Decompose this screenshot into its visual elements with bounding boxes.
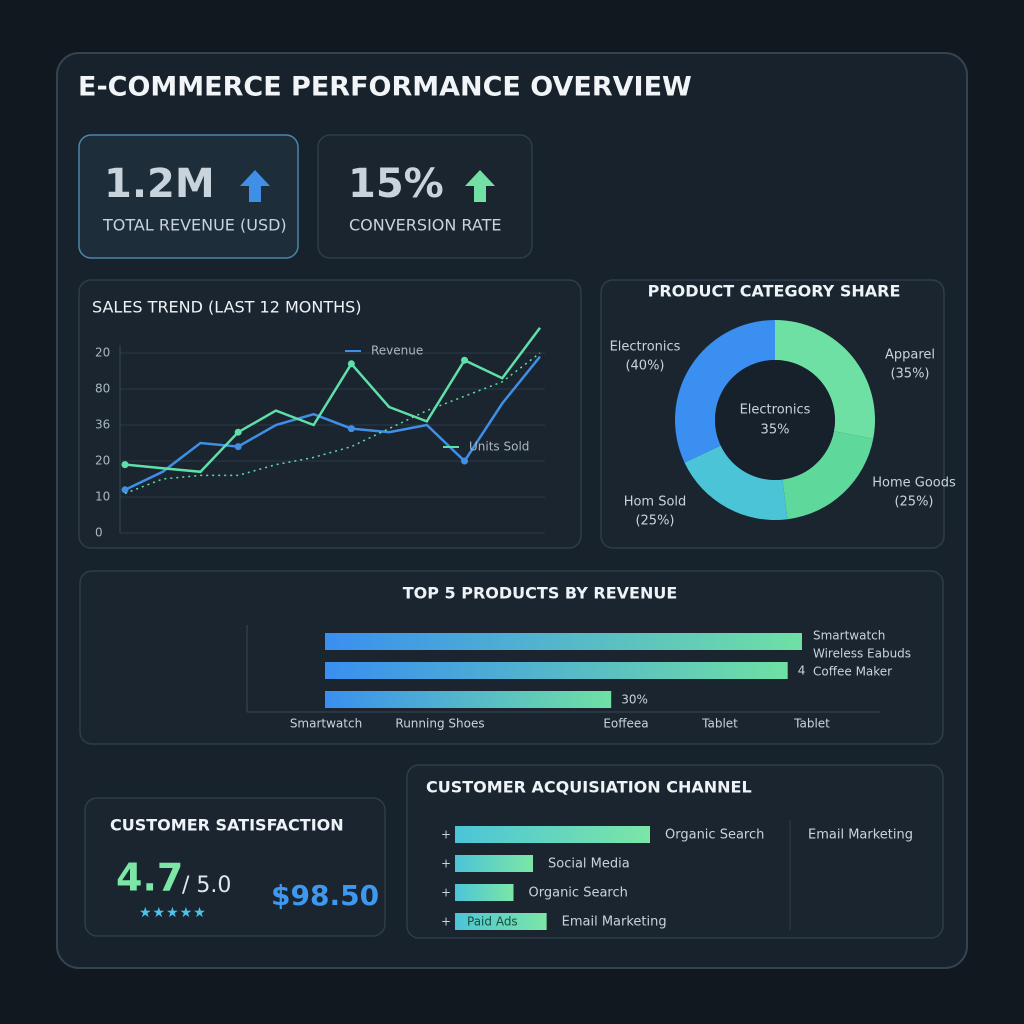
plus-marker: + xyxy=(441,915,451,929)
series-dot xyxy=(121,486,129,494)
satisfaction-panel xyxy=(84,797,386,937)
channel-bar xyxy=(455,826,650,843)
x-tick-label: Tablet xyxy=(793,717,830,731)
segment-value: (25%) xyxy=(894,495,933,510)
bar-name: Coffee Maker xyxy=(813,665,892,679)
panel-title: CUSTOMER ACQUISIATION CHANNEL xyxy=(426,778,752,797)
bar-name: Wireless Eabuds xyxy=(813,647,911,661)
plus-marker: + xyxy=(441,857,451,871)
donut-segment xyxy=(684,445,788,520)
series-dot xyxy=(347,425,355,433)
channel-label: Email Marketing xyxy=(562,915,667,930)
acquisition-panel xyxy=(406,764,944,939)
plus-marker: + xyxy=(441,828,451,842)
donut-hole xyxy=(715,360,835,480)
panel-title: CUSTOMER SATISFACTION xyxy=(110,816,344,835)
kpi-card xyxy=(78,134,299,259)
series-dot xyxy=(461,356,469,364)
kpi-label: CONVERSION RATE xyxy=(349,216,501,235)
y-tick-label: 36 xyxy=(95,418,110,432)
channel-inner: Paid Ads xyxy=(467,915,518,929)
kpi-label: TOTAL REVENUE (USD) xyxy=(102,216,287,235)
center-label: Electronics xyxy=(740,403,811,418)
channel-label: Social Media xyxy=(548,857,630,872)
kpi-card xyxy=(317,134,533,259)
bar-note: 30% xyxy=(621,693,648,707)
series-line xyxy=(124,355,541,491)
bar-note: 4 xyxy=(798,664,806,678)
donut-segment xyxy=(674,319,775,463)
bar-name: Smartwatch xyxy=(813,629,885,643)
series-dot xyxy=(234,443,242,451)
channel-label: Organic Search xyxy=(529,886,628,901)
series-dot xyxy=(121,461,129,469)
bar xyxy=(325,633,802,650)
channel-bar xyxy=(455,884,514,901)
x-tick-label: Eoffeea xyxy=(603,717,648,731)
channel-label: Organic Search xyxy=(665,828,764,843)
chart-title: SALES TREND (LAST 12 MONTHS) xyxy=(92,298,362,317)
segment-value: (40%) xyxy=(625,359,664,374)
series-line xyxy=(124,327,542,474)
y-tick-label: 10 xyxy=(95,490,110,504)
donut-segment xyxy=(782,431,874,520)
products-panel xyxy=(79,570,944,745)
score-scale: / 5.0 xyxy=(182,873,231,898)
series-dot xyxy=(347,360,355,368)
x-tick-label: Smartwatch xyxy=(290,717,362,731)
x-tick-label: Tablet xyxy=(701,717,738,731)
center-value: 35% xyxy=(761,423,790,438)
kpi-value: 1.2M xyxy=(104,161,215,207)
series-dot xyxy=(461,457,469,465)
page-title: E-COMMERCE PERFORMANCE OVERVIEW xyxy=(78,72,692,103)
y-tick-label: 20 xyxy=(95,346,110,360)
up-arrow xyxy=(240,170,270,202)
legend-label: Revenue xyxy=(371,344,423,358)
legend-label: Units Sold xyxy=(469,440,529,454)
chart-title: TOP 5 PRODUCTS BY REVENUE xyxy=(403,584,678,603)
x-tick-label: Running Shoes xyxy=(395,717,484,731)
series-dot xyxy=(234,428,242,436)
segment-label: Hom Sold xyxy=(624,495,687,510)
channel-label: Email Marketing xyxy=(808,828,913,843)
plus-marker: + xyxy=(441,886,451,900)
segment-label: Electronics xyxy=(610,340,681,355)
sales-trend-panel xyxy=(78,279,582,549)
donut-segment xyxy=(775,320,875,439)
kpi-value: 15% xyxy=(348,161,444,207)
amount: $98.50 xyxy=(271,879,379,912)
segment-label: Apparel xyxy=(885,348,935,363)
stars: ★★★★★ xyxy=(139,905,207,921)
y-tick-label: 80 xyxy=(95,382,110,396)
score: 4.7 xyxy=(116,856,183,900)
bar xyxy=(325,691,612,708)
up-arrow xyxy=(465,170,495,202)
y-tick-label: 0 xyxy=(95,526,103,540)
bar xyxy=(325,662,788,679)
channel-bar xyxy=(455,855,533,872)
segment-value: (25%) xyxy=(635,514,674,529)
y-tick-label: 20 xyxy=(95,454,110,468)
channel-bar xyxy=(455,913,547,930)
segment-label: Home Goods xyxy=(872,476,956,491)
chart-title: PRODUCT CATEGORY SHARE xyxy=(648,282,901,301)
segment-value: (35%) xyxy=(890,367,929,382)
